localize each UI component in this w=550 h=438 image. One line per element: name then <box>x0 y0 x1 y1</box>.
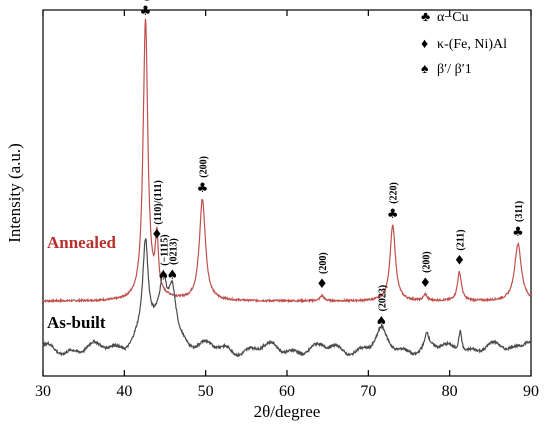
peak-marker-icon: ♦ <box>151 228 163 243</box>
y-axis-title: Intensity (a.u.) <box>5 143 24 243</box>
peak-marker-icon: ♦ <box>316 277 328 292</box>
series-line-annealed <box>42 18 532 304</box>
legend-label-kappa: κ-(Fe, Ni)Al <box>437 37 507 52</box>
curves <box>42 18 532 358</box>
peak-hkl-label: (200) <box>318 252 329 274</box>
series-line-as-built <box>42 238 532 358</box>
series-label-annealed: Annealed <box>47 233 117 252</box>
series-label-as-built: As-built <box>47 313 106 332</box>
peak-marker-icon: ♣ <box>512 225 524 240</box>
peak-marker-icon: ♠ <box>158 269 170 284</box>
legend-marker-club-icon: ♣ <box>421 10 430 25</box>
peak-hkl-label: (200) <box>198 156 209 178</box>
peak-marker-icon: ♣ <box>140 4 152 19</box>
peak-marker-icon: ♠ <box>166 268 178 283</box>
peak-hkl-label: (111) <box>141 0 152 1</box>
peak-hkl-label: (200) <box>421 251 432 273</box>
x-tick-label: 60 <box>279 383 295 400</box>
x-tick-label: 80 <box>442 383 458 400</box>
peak-hkl-label: (110)/(111) <box>153 180 164 224</box>
peak-marker-icon: ♦ <box>454 254 466 269</box>
x-tick-label: 70 <box>360 383 376 400</box>
x-tick-label: 50 <box>198 383 214 400</box>
x-tick-label: 30 <box>35 383 51 400</box>
peak-hkl-label: (−1115) <box>159 234 170 265</box>
legend-label-beta: β′/ β′1 <box>437 62 472 77</box>
peak-hkl-label: (311) <box>514 201 525 222</box>
peak-marker-icon: ♦ <box>419 276 431 291</box>
x-tick-label: 90 <box>523 383 539 400</box>
legend-label-alpha-cu: α−Cu <box>437 10 469 25</box>
legend: ♣ α−Cu ♦ κ-(Fe, Ni)Al ♠ β′/ β′1 <box>421 10 507 77</box>
peak-annotations: ♣ (111) ♦ (110)/(111) ♣ (200) ♦ (200) ♣ (220) ♦ (20… <box>140 0 525 329</box>
peak-marker-icon: ♣ <box>197 181 209 196</box>
peak-marker-icon: ♠ <box>376 314 388 329</box>
peak-hkl-label: (0213) <box>168 238 179 265</box>
peak-hkl-label: (220) <box>389 182 400 204</box>
x-axis-title: 2θ/degree <box>254 402 321 421</box>
x-tick-label: 40 <box>116 383 132 400</box>
legend-marker-diamond-icon: ♦ <box>421 37 428 52</box>
peak-marker-icon: ♣ <box>387 207 399 222</box>
x-axis-ticks: 30 40 50 60 70 80 90 <box>35 10 539 400</box>
legend-marker-spade-icon: ♠ <box>421 62 429 77</box>
peak-hkl-label: (2023) <box>377 285 388 312</box>
peak-hkl-label: (211) <box>455 229 466 250</box>
